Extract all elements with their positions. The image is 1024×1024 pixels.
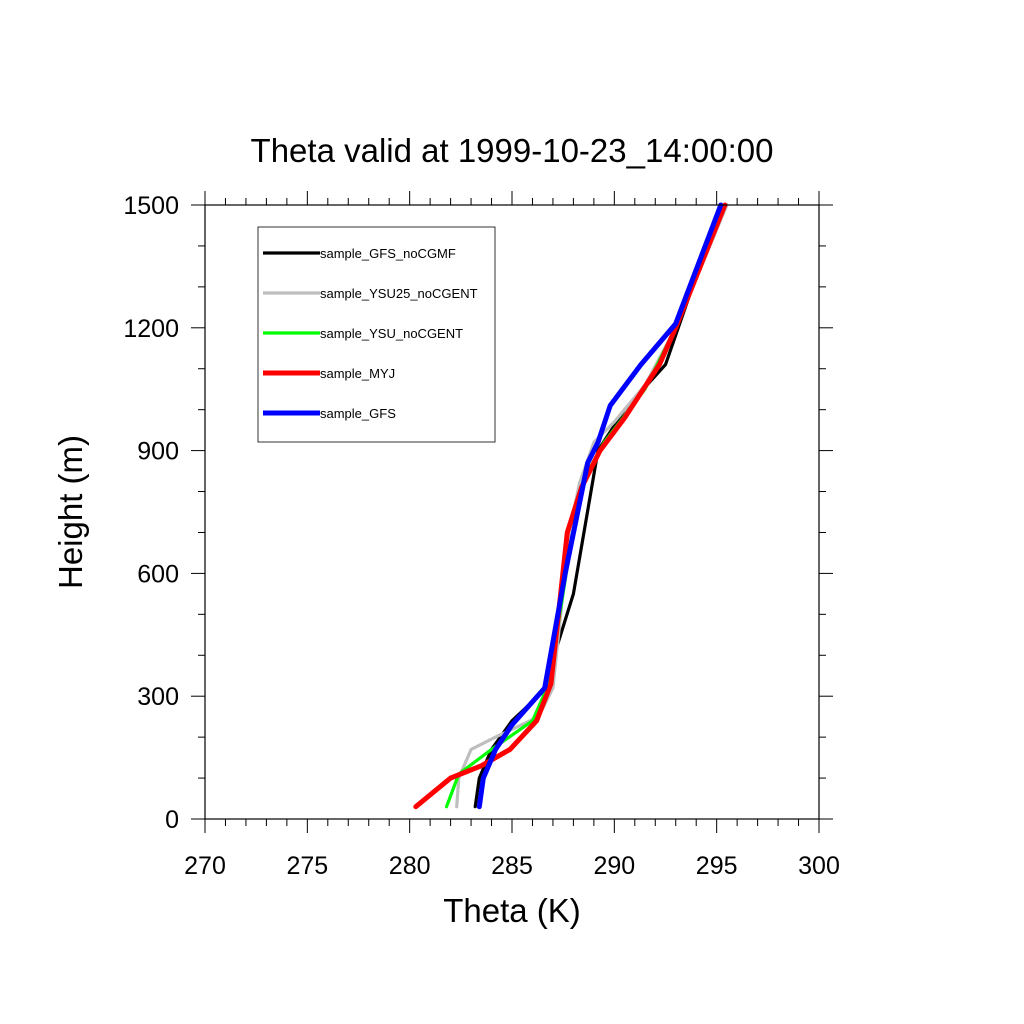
y-tick-label: 300 — [137, 683, 179, 711]
y-axis-label: Height (m) — [52, 435, 89, 589]
series-line-sample_GFS — [476, 202, 724, 810]
x-axis-label: Theta (K) — [443, 892, 581, 929]
series-line-sample_MYJ — [413, 202, 728, 810]
legend-label: sample_YSU_noCGENT — [320, 326, 463, 341]
x-tick-label: 290 — [593, 852, 635, 880]
y-tick-label: 600 — [137, 560, 179, 588]
axis-ticks: 270 275 280 285 290 295 300 0 300 600 900 1200 1500 — [123, 191, 840, 880]
legend: sample_GFS_noCGMF sample_YSU25_noCGENTsam… — [257, 226, 496, 443]
series-lines — [413, 202, 729, 810]
x-tick-label: 275 — [286, 852, 328, 880]
x-tick-label: 285 — [491, 852, 533, 880]
y-tick-label: 1500 — [123, 192, 179, 220]
legend-label: sample_YSU25_noCGENT — [320, 286, 478, 301]
y-tick-label: 0 — [165, 806, 179, 834]
chart-title: Theta valid at 1999-10-23_14:00:00 — [251, 132, 774, 169]
x-tick-label: 295 — [696, 852, 738, 880]
y-tick-label: 900 — [137, 438, 179, 466]
legend-label: sample_GFS_noCGMF — [320, 246, 456, 261]
y-tick-label: 1200 — [123, 315, 179, 343]
legend-label: sample_MYJ — [320, 366, 395, 381]
x-tick-label: 300 — [798, 852, 840, 880]
legend-label: sample_GFS — [320, 406, 396, 421]
x-tick-label: 270 — [184, 852, 226, 880]
x-tick-label: 280 — [389, 852, 431, 880]
